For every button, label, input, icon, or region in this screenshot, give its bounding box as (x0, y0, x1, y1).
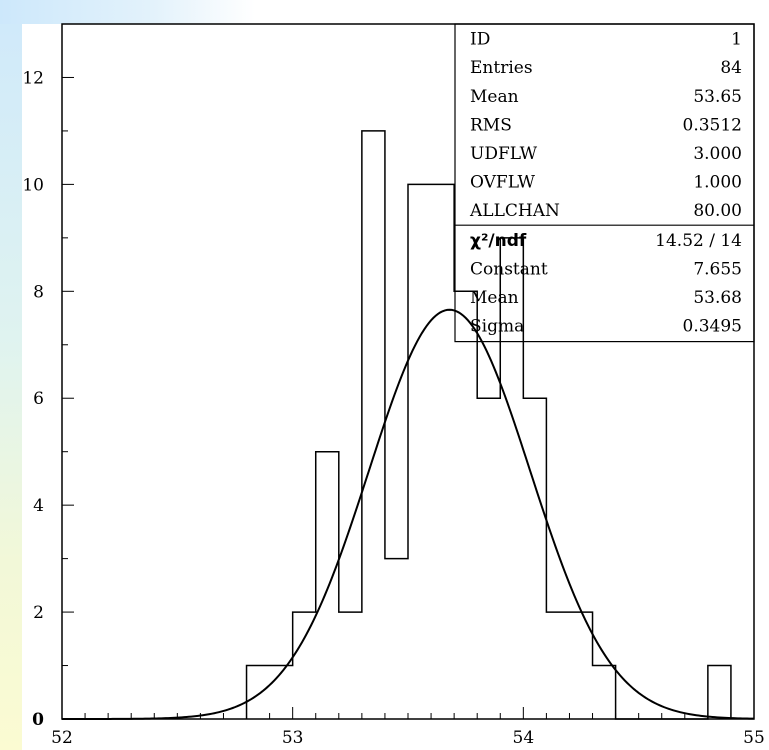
gaussian-fit-curve (62, 308, 755, 720)
stats-value: 53.68 (693, 288, 742, 308)
stats-box-border (454, 23, 755, 343)
stats-value: 0.3495 (683, 317, 742, 337)
y-tick-label: 12 (22, 68, 44, 88)
stats-key: Sigma (470, 317, 524, 337)
stats-value: 7.655 (693, 259, 742, 279)
y-tick-label: 8 (33, 282, 44, 302)
axis-tick-labels: 52 53 54 55 0 2 4 6 8 10 12 (22, 68, 764, 748)
stats-value: 1 (731, 30, 742, 50)
y-tick-label: 10 (22, 175, 44, 195)
stats-key: OVFLW (470, 173, 536, 193)
left-background-gradient (0, 0, 22, 750)
stats-key: Mean (470, 87, 519, 107)
statistics-box: ID 1 Entries 84 Mean 53.65 RMS 0.3512 UDFLW 3.000… (454, 23, 755, 343)
stats-key: RMS (470, 115, 512, 135)
x-tick-label: 53 (282, 728, 304, 748)
stats-value: 53.65 (693, 87, 742, 107)
stats-key: Constant (470, 259, 548, 279)
stats-key: Mean (470, 288, 519, 308)
stats-key: ALLCHAN (469, 201, 560, 221)
stats-value: 3.000 (693, 144, 742, 164)
stats-value: 84 (720, 58, 742, 78)
stats-value: 1.000 (693, 173, 742, 193)
top-background-band (0, 0, 255, 24)
y-tick-label: 4 (33, 496, 44, 516)
x-tick-label: 55 (743, 728, 765, 748)
y-tick-label: 6 (33, 389, 44, 409)
stats-key: Entries (470, 58, 533, 78)
stats-value: 80.00 (693, 201, 742, 221)
x-tick-label: 52 (51, 728, 73, 748)
stats-value: 0.3512 (683, 115, 742, 135)
stats-key: ID (470, 30, 490, 50)
x-tick-label: 54 (513, 728, 535, 748)
stats-key: UDFLW (470, 144, 538, 164)
y-tick-label: 2 (33, 603, 44, 623)
stats-value: 14.52 / 14 (655, 231, 742, 251)
stats-key: χ²/ndf (470, 231, 527, 251)
y-tick-label: 0 (32, 710, 44, 730)
